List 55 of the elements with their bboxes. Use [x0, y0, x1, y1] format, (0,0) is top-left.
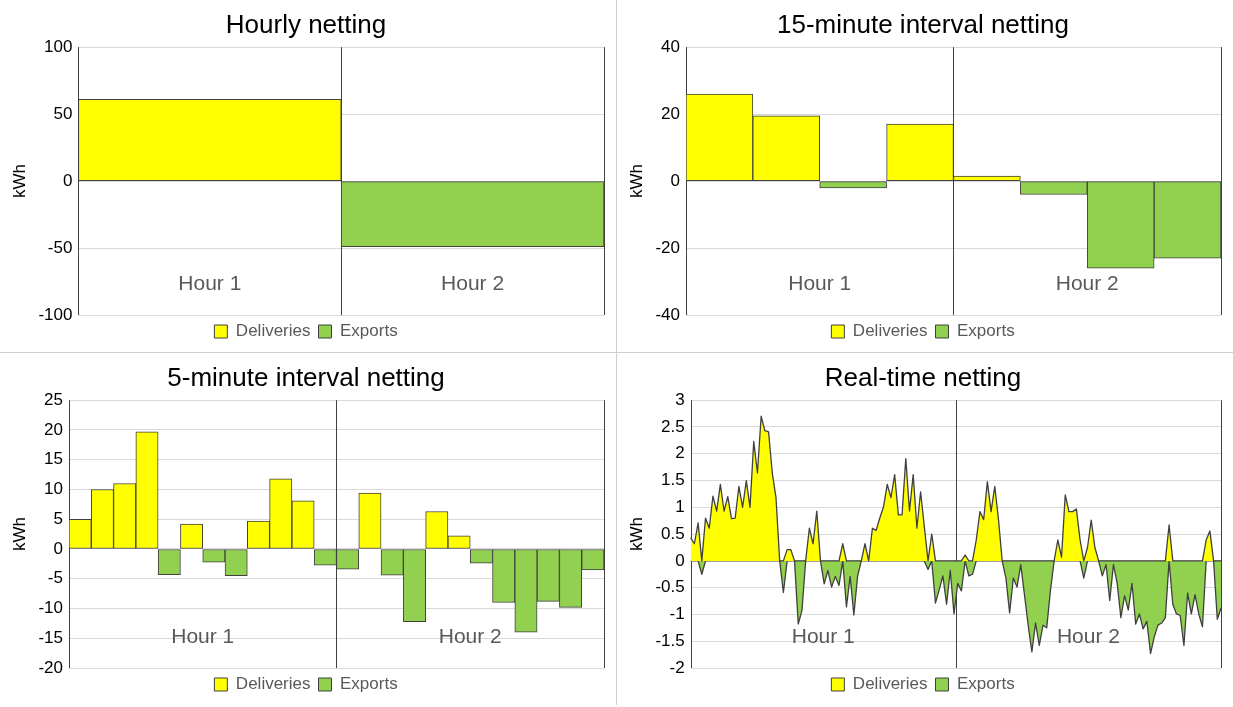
legend-label: Deliveries: [852, 674, 928, 694]
y-tick-label: -50: [47, 237, 73, 257]
legend-label: Exports: [957, 321, 1015, 341]
annotation: Hour 1: [178, 270, 242, 294]
chart-title: 15-minute interval netting: [777, 8, 1069, 39]
annotation: Hour 1: [171, 623, 235, 647]
legend-label: Exports: [957, 674, 1015, 694]
annotation: Hour 1: [788, 270, 852, 294]
y-tick-label: 20: [44, 419, 63, 439]
y-tick-label: 0: [53, 538, 63, 558]
y-tick-label: 10: [44, 479, 63, 499]
y-tick-label: 25: [44, 389, 63, 409]
chart-title: 5-minute interval netting: [167, 361, 445, 392]
legend-label: Exports: [340, 674, 398, 694]
y-tick-label: 5: [53, 508, 63, 528]
y-tick-label: -10: [38, 598, 63, 618]
y-axis-title: kWh: [9, 164, 29, 199]
y-tick-label: 2.5: [661, 416, 685, 436]
y-tick-label: 3: [675, 389, 685, 409]
y-tick-label: -1: [669, 604, 685, 624]
legend-label: Deliveries: [852, 321, 928, 341]
annotation: Hour 2: [1056, 623, 1120, 647]
y-tick-label: 1: [675, 497, 685, 517]
y-tick-label: 0: [62, 170, 73, 190]
y-tick-label: -100: [38, 304, 73, 324]
chart-title: Hourly netting: [225, 8, 387, 39]
y-tick-label: -20: [38, 657, 63, 677]
chart-title: Real-time netting: [824, 361, 1022, 392]
y-tick-label: 1.5: [661, 470, 685, 490]
y-tick-label: 2: [675, 443, 685, 463]
legend-label: Deliveries: [235, 674, 311, 694]
annotation: Hour 2: [438, 623, 502, 647]
y-tick-label: 0.5: [661, 523, 685, 543]
legend-label: Deliveries: [235, 321, 311, 341]
annotation: Hour 2: [441, 270, 505, 294]
y-axis-title: kWh: [626, 164, 646, 199]
y-tick-label: 40: [661, 36, 680, 56]
annotation: Hour 1: [791, 623, 855, 647]
y-tick-label: -20: [655, 237, 680, 257]
y-tick-label: 100: [44, 36, 73, 56]
y-tick-label: 0: [670, 170, 680, 190]
y-tick-label: -40: [655, 304, 680, 324]
y-axis-title: kWh: [626, 517, 646, 552]
y-tick-label: -15: [38, 627, 63, 647]
y-tick-label: 15: [44, 449, 63, 469]
y-tick-label: 20: [661, 103, 680, 123]
annotation: Hour 2: [1055, 270, 1119, 294]
y-tick-label: -0.5: [655, 577, 685, 597]
y-tick-label: -5: [47, 568, 63, 588]
y-tick-label: 50: [53, 103, 73, 123]
y-tick-label: 0: [675, 550, 685, 570]
y-tick-label: -2: [669, 657, 685, 677]
legend-label: Exports: [340, 321, 398, 341]
y-axis-title: kWh: [9, 517, 29, 552]
y-tick-label: -1.5: [655, 630, 685, 650]
